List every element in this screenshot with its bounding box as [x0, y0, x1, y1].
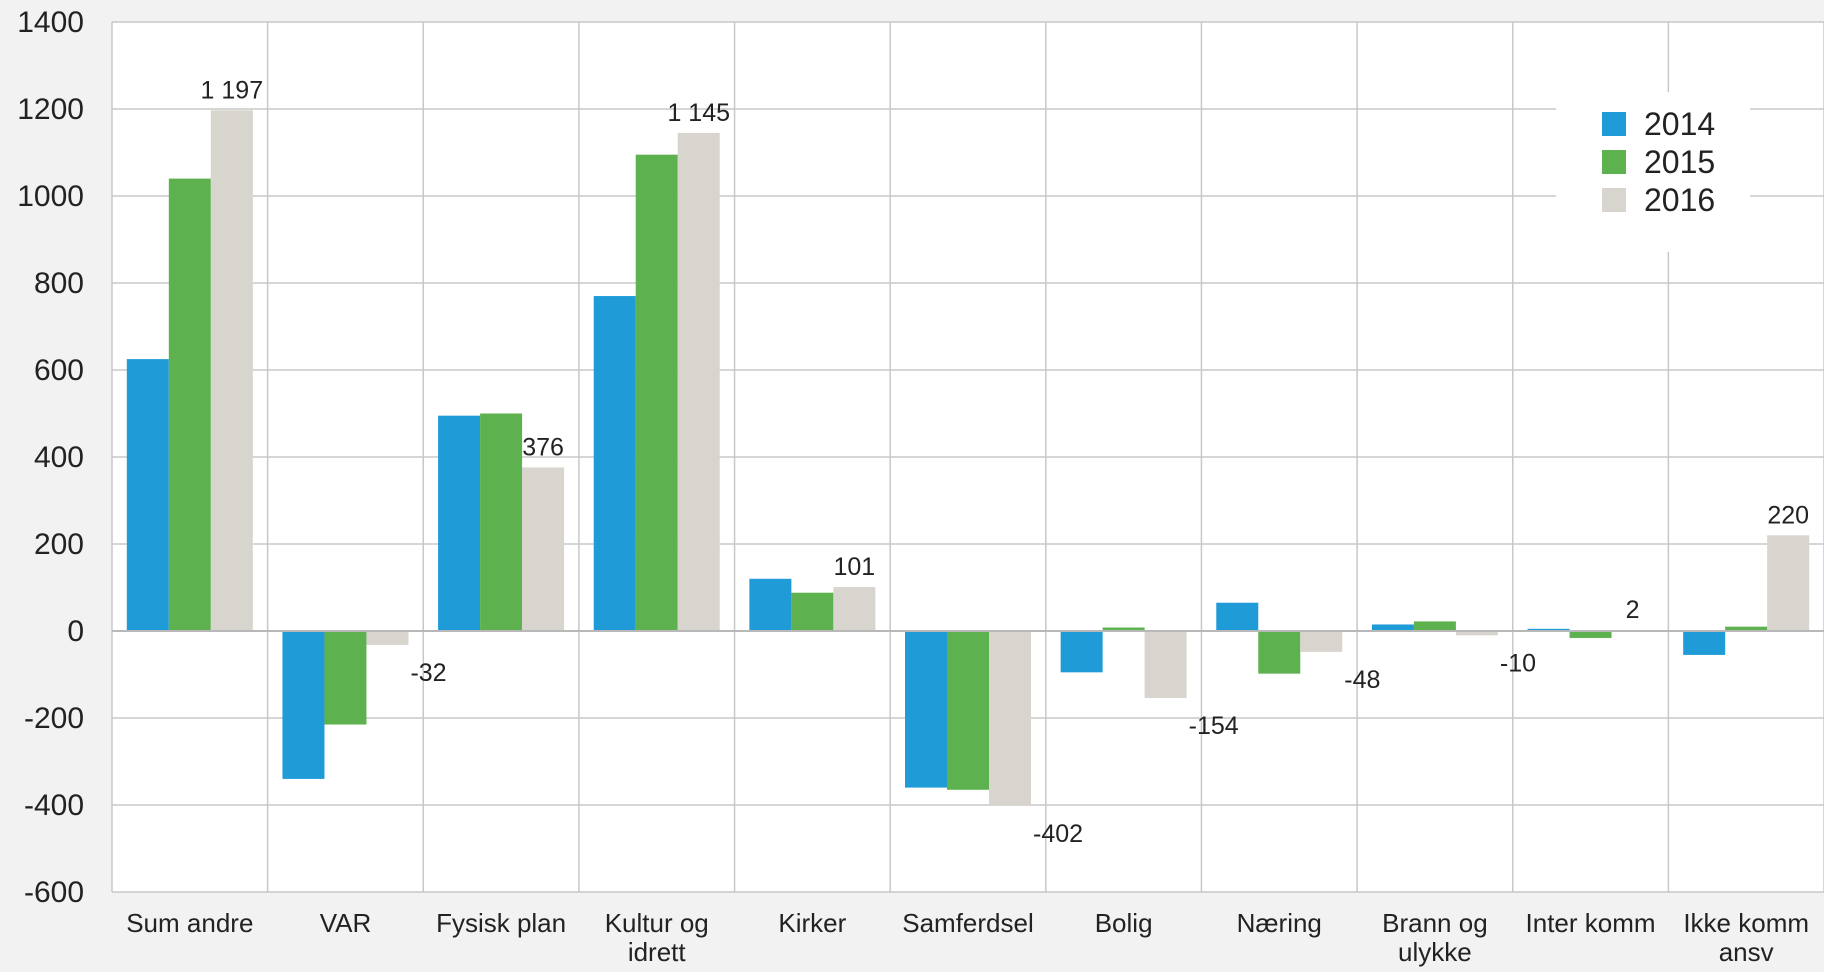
- bar: [1569, 631, 1612, 638]
- bar: [1371, 624, 1414, 631]
- category-label: Kirker: [778, 908, 846, 938]
- bar: [522, 467, 565, 631]
- y-tick-label: 600: [34, 354, 84, 387]
- legend-label: 2016: [1644, 182, 1715, 218]
- data-label: -10: [1500, 649, 1536, 677]
- bar: [905, 631, 947, 788]
- bar: [324, 631, 367, 725]
- category-label: VAR: [320, 908, 372, 938]
- category-label: Inter komm: [1526, 908, 1656, 938]
- category-label: Samferdsel: [902, 908, 1034, 938]
- category-label: Kultur og: [605, 908, 709, 938]
- y-tick-label: -200: [24, 702, 84, 735]
- category-label: ulykke: [1398, 937, 1472, 967]
- category-label: Brann og: [1382, 908, 1488, 938]
- bar: [438, 415, 481, 631]
- y-tick-label: 1400: [17, 6, 84, 39]
- bar: [749, 578, 792, 631]
- y-tick-label: 1000: [17, 180, 84, 213]
- category-label: Ikke komm: [1683, 908, 1809, 938]
- y-tick-label: 400: [34, 441, 84, 474]
- data-label: 2: [1626, 596, 1640, 624]
- bar: [1060, 631, 1103, 673]
- legend-box: [1556, 92, 1750, 252]
- bar: [989, 631, 1031, 806]
- data-labels: 1 197 -32 376 1 145 101 -402 -154 -48 -10 2 220: [201, 76, 1810, 848]
- bar: [677, 132, 720, 632]
- bar: [1527, 628, 1570, 631]
- y-tick-label: 0: [67, 615, 84, 648]
- data-label: -48: [1344, 666, 1380, 694]
- legend-label: 2014: [1644, 106, 1715, 142]
- category-label: Fysisk plan: [436, 908, 566, 938]
- bar: [1144, 631, 1187, 698]
- data-label: 1 197: [201, 76, 264, 104]
- bar: [126, 359, 169, 631]
- legend-swatch: [1602, 112, 1626, 136]
- bar: [1258, 631, 1301, 674]
- category-label: Sum andre: [126, 908, 253, 938]
- category-label: ansv: [1719, 937, 1774, 967]
- bar: [1300, 631, 1343, 652]
- bar: [593, 296, 636, 631]
- y-tick-label: 200: [34, 528, 84, 561]
- bar: [1102, 627, 1145, 631]
- legend-swatch: [1602, 150, 1626, 174]
- bar: [1683, 631, 1726, 655]
- bar: [210, 110, 253, 632]
- y-tick-label: 1200: [17, 93, 84, 126]
- data-label: -154: [1189, 712, 1239, 740]
- category-label: idrett: [628, 937, 687, 967]
- y-tick-label: -400: [24, 789, 84, 822]
- y-axis-tick-labels: 1400 1200 1000 800 600 400 200 0 -200 -400 -600: [17, 6, 84, 909]
- category-label: Næring: [1237, 908, 1322, 938]
- bar: [282, 631, 325, 779]
- bars: [126, 110, 1810, 806]
- bar: [480, 413, 523, 631]
- bar: [1725, 626, 1768, 631]
- data-label: 220: [1767, 501, 1809, 529]
- y-tick-label: -600: [24, 876, 84, 909]
- data-label: -402: [1033, 820, 1083, 848]
- y-tick-label: 800: [34, 267, 84, 300]
- bar: [1767, 535, 1810, 631]
- bar: [1413, 621, 1456, 631]
- data-label: 101: [834, 553, 876, 581]
- category-label: Bolig: [1095, 908, 1153, 938]
- bar: [366, 631, 409, 645]
- data-label: 1 145: [667, 99, 730, 127]
- bar: [791, 592, 834, 631]
- data-label: 376: [522, 433, 564, 461]
- data-label: -32: [410, 659, 446, 687]
- legend-swatch: [1602, 188, 1626, 212]
- bar: [947, 631, 989, 790]
- bar: [1455, 631, 1498, 636]
- bar: [1216, 602, 1259, 631]
- bar: [833, 587, 876, 631]
- legend-label: 2015: [1644, 144, 1715, 180]
- bar: [635, 154, 678, 632]
- bar: [168, 178, 211, 631]
